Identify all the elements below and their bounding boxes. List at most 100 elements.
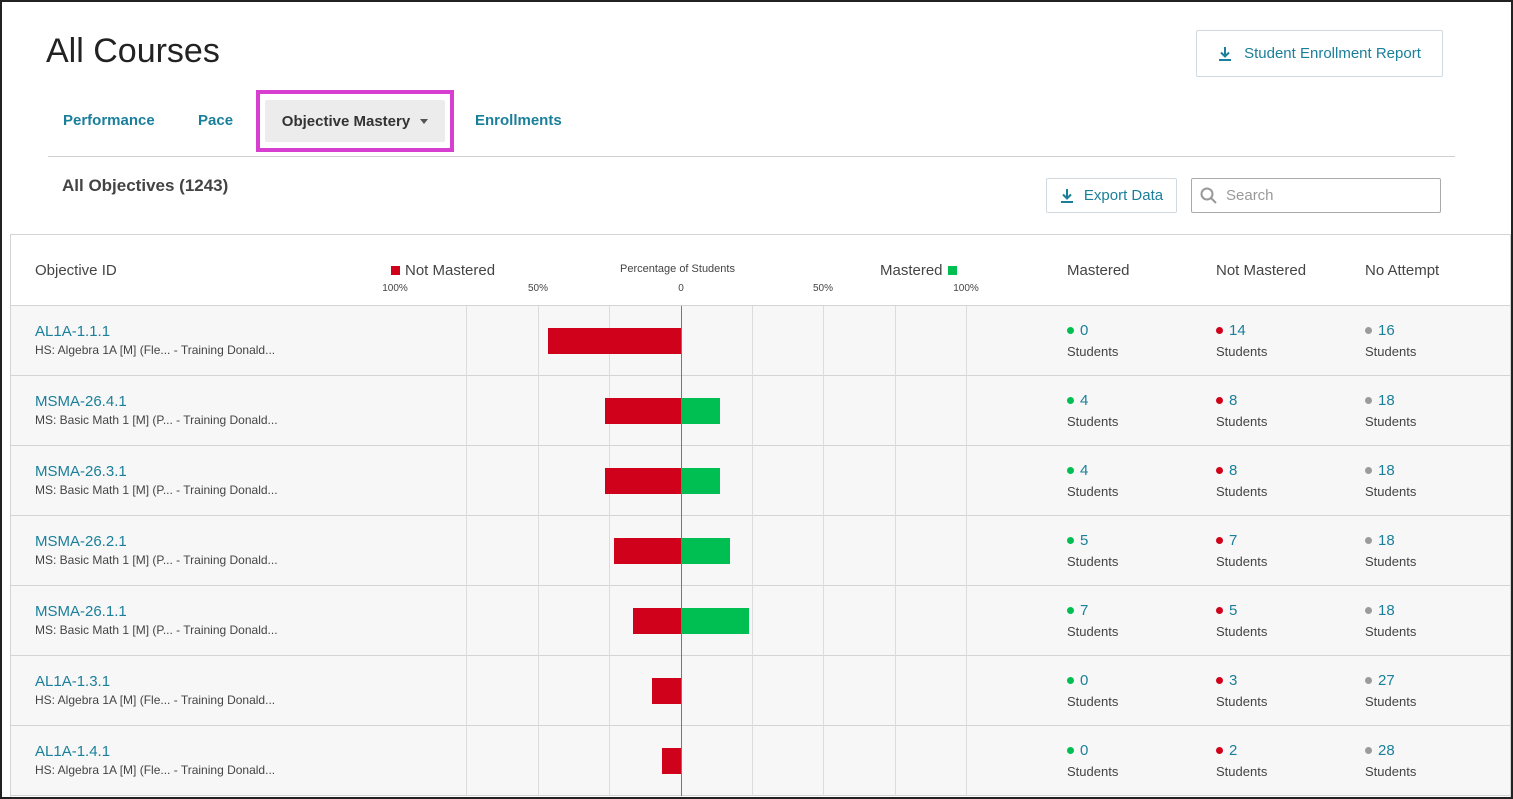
legend-not-mastered: Not Mastered bbox=[391, 262, 495, 279]
mastered-count[interactable]: 5 bbox=[1067, 532, 1118, 549]
students-label: Students bbox=[1365, 764, 1417, 779]
mastered-count[interactable]: 4 bbox=[1067, 462, 1118, 479]
mastered-count[interactable]: 0 bbox=[1067, 322, 1118, 339]
mastered-count-value: 5 bbox=[1080, 532, 1089, 549]
objective-course: HS: Algebra 1A [M] (Fle... - Training Do… bbox=[35, 343, 276, 357]
mastered-bar[interactable] bbox=[682, 398, 720, 424]
not-mastered-bar[interactable] bbox=[614, 538, 681, 564]
gridline bbox=[466, 446, 467, 516]
no-attempt-dot-icon bbox=[1365, 607, 1372, 614]
not-mastered-bar[interactable] bbox=[548, 328, 681, 354]
zero-axis bbox=[681, 516, 682, 586]
objective-id-link[interactable]: AL1A-1.4.1 bbox=[35, 743, 111, 760]
legend-mastered-label: Mastered bbox=[880, 262, 943, 279]
zero-axis bbox=[681, 726, 682, 796]
students-label: Students bbox=[1216, 344, 1268, 359]
gridline bbox=[466, 726, 467, 796]
no-attempt-count[interactable]: 18 bbox=[1365, 392, 1416, 409]
mastered-bar[interactable] bbox=[682, 468, 720, 494]
gridline bbox=[609, 516, 610, 586]
not-mastered-bar[interactable] bbox=[662, 748, 681, 774]
objective-course: HS: Algebra 1A [M] (Fle... - Training Do… bbox=[35, 763, 276, 777]
no-attempt-count[interactable]: 27 bbox=[1365, 672, 1416, 689]
caret-down-icon bbox=[420, 118, 429, 124]
mastered-bar[interactable] bbox=[682, 538, 730, 564]
header-mastered[interactable]: Mastered bbox=[1067, 262, 1130, 279]
not-mastered-stat: 14 Students bbox=[1216, 322, 1267, 359]
gridline bbox=[538, 656, 539, 726]
not-mastered-count-value: 7 bbox=[1229, 532, 1238, 549]
students-label: Students bbox=[1216, 484, 1268, 499]
no-attempt-stat: 28 Students bbox=[1365, 742, 1416, 779]
header-no-attempt[interactable]: No Attempt bbox=[1365, 262, 1440, 279]
no-attempt-count[interactable]: 18 bbox=[1365, 532, 1416, 549]
objective-id-link[interactable]: AL1A-1.3.1 bbox=[35, 673, 111, 690]
not-mastered-dot-icon bbox=[1216, 607, 1223, 614]
gridline bbox=[609, 586, 610, 656]
objective-id-link[interactable]: MSMA-26.3.1 bbox=[35, 463, 127, 480]
gridline bbox=[538, 516, 539, 586]
objective-course: MS: Basic Math 1 [M] (P... - Training Do… bbox=[35, 483, 278, 497]
not-mastered-bar[interactable] bbox=[652, 678, 681, 704]
zero-axis bbox=[681, 306, 682, 376]
students-label: Students bbox=[1216, 694, 1268, 709]
gridline bbox=[752, 656, 753, 726]
objective-id-link[interactable]: MSMA-26.1.1 bbox=[35, 603, 127, 620]
mastered-dot-icon bbox=[1067, 677, 1074, 684]
mastered-count[interactable]: 7 bbox=[1067, 602, 1118, 619]
not-mastered-count[interactable]: 3 bbox=[1216, 672, 1267, 689]
table-row: AL1A-1.4.1 HS: Algebra 1A [M] (Fle... - T… bbox=[11, 726, 1510, 796]
not-mastered-bar[interactable] bbox=[605, 398, 681, 424]
no-attempt-count-value: 16 bbox=[1378, 322, 1395, 339]
no-attempt-count[interactable]: 18 bbox=[1365, 462, 1416, 479]
mastered-dot-icon bbox=[1067, 607, 1074, 614]
search-box bbox=[1191, 178, 1441, 213]
gridline bbox=[823, 516, 824, 586]
not-mastered-count[interactable]: 8 bbox=[1216, 462, 1267, 479]
zero-axis bbox=[681, 376, 682, 446]
mastered-count[interactable]: 0 bbox=[1067, 742, 1118, 759]
objective-id-link[interactable]: MSMA-26.4.1 bbox=[35, 393, 127, 410]
not-mastered-count[interactable]: 5 bbox=[1216, 602, 1267, 619]
mastered-count-value: 4 bbox=[1080, 392, 1089, 409]
gridline bbox=[966, 656, 967, 726]
objective-course: HS: Algebra 1A [M] (Fle... - Training Do… bbox=[35, 693, 276, 707]
no-attempt-dot-icon bbox=[1365, 467, 1372, 474]
objective-id-link[interactable]: MSMA-26.2.1 bbox=[35, 533, 127, 550]
tab-performance[interactable]: Performance bbox=[63, 112, 155, 129]
not-mastered-bar[interactable] bbox=[605, 468, 681, 494]
highlight-box: Objective Mastery bbox=[256, 90, 454, 152]
no-attempt-count[interactable]: 16 bbox=[1365, 322, 1416, 339]
not-mastered-count-value: 8 bbox=[1229, 392, 1238, 409]
students-label: Students bbox=[1067, 694, 1119, 709]
search-input[interactable] bbox=[1226, 187, 1426, 204]
not-mastered-bar[interactable] bbox=[633, 608, 681, 634]
not-mastered-count[interactable]: 8 bbox=[1216, 392, 1267, 409]
not-mastered-count[interactable]: 2 bbox=[1216, 742, 1267, 759]
tab-objective-mastery[interactable]: Objective Mastery bbox=[265, 100, 445, 142]
not-mastered-count[interactable]: 7 bbox=[1216, 532, 1267, 549]
mastered-count[interactable]: 0 bbox=[1067, 672, 1118, 689]
mastered-stat: 5 Students bbox=[1067, 532, 1118, 569]
no-attempt-dot-icon bbox=[1365, 677, 1372, 684]
no-attempt-count[interactable]: 28 bbox=[1365, 742, 1416, 759]
tab-pace[interactable]: Pace bbox=[198, 112, 234, 129]
mastered-count[interactable]: 4 bbox=[1067, 392, 1118, 409]
axis-tick: 50% bbox=[527, 283, 549, 294]
students-label: Students bbox=[1365, 554, 1417, 569]
tab-enrollments[interactable]: Enrollments bbox=[475, 112, 562, 129]
gridline bbox=[966, 726, 967, 796]
student-enrollment-report-button[interactable]: Student Enrollment Report bbox=[1196, 30, 1443, 77]
students-label: Students bbox=[1365, 344, 1417, 359]
objective-course: MS: Basic Math 1 [M] (P... - Training Do… bbox=[35, 623, 278, 637]
no-attempt-count[interactable]: 18 bbox=[1365, 602, 1416, 619]
not-mastered-count[interactable]: 14 bbox=[1216, 322, 1267, 339]
mastered-bar[interactable] bbox=[682, 608, 749, 634]
objective-id-link[interactable]: AL1A-1.1.1 bbox=[35, 323, 111, 340]
no-attempt-dot-icon bbox=[1365, 327, 1372, 334]
table-row: AL1A-1.1.1 HS: Algebra 1A [M] (Fle... - T… bbox=[11, 306, 1510, 376]
header-objective-id[interactable]: Objective ID bbox=[35, 262, 117, 279]
not-mastered-stat: 5 Students bbox=[1216, 602, 1267, 639]
export-data-button[interactable]: Export Data bbox=[1046, 178, 1177, 213]
header-not-mastered[interactable]: Not Mastered bbox=[1216, 262, 1307, 279]
